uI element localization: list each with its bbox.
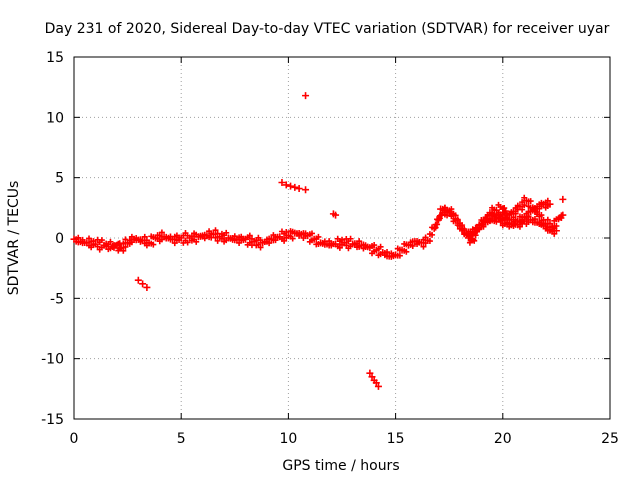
data-point (372, 379, 380, 387)
data-point (287, 182, 295, 190)
data-point (143, 283, 151, 291)
data-point (527, 198, 534, 205)
data-point (308, 230, 315, 237)
data-point (546, 200, 554, 208)
data-point (552, 227, 560, 235)
data-point (559, 211, 567, 219)
data-point (377, 243, 384, 250)
x-tick-label: 0 (70, 431, 79, 447)
data-point (538, 212, 545, 219)
data-point (289, 235, 296, 242)
data-point (371, 242, 378, 249)
data-point (134, 276, 142, 284)
data-points (70, 92, 567, 390)
data-point (502, 207, 509, 214)
data-point (193, 238, 200, 245)
data-point (471, 237, 478, 244)
data-point (315, 233, 322, 240)
data-point (454, 217, 461, 224)
data-point (461, 226, 468, 233)
y-tick-labels: -15 -10 -5 0 5 10 15 (41, 50, 64, 428)
data-point (107, 238, 114, 245)
x-axis-title: GPS time / hours (282, 458, 399, 474)
data-point (302, 92, 310, 100)
data-point (278, 178, 286, 186)
data-point (368, 373, 376, 381)
data-point (223, 229, 230, 236)
data-point (544, 216, 551, 223)
data-point (209, 230, 217, 238)
x-tick-label: 10 (279, 431, 297, 447)
data-point (291, 183, 299, 191)
data-point (426, 238, 433, 245)
data-point (295, 185, 303, 193)
data-point (283, 228, 290, 235)
data-point (122, 243, 129, 250)
data-point (212, 227, 219, 234)
data-point (281, 237, 288, 244)
data-point (559, 195, 567, 203)
y-tick-label: 5 (55, 171, 64, 187)
data-point (403, 248, 410, 255)
data-point (212, 234, 219, 241)
y-tick-label: -10 (41, 352, 64, 368)
data-point (347, 235, 354, 242)
y-tick-label: 10 (46, 110, 64, 126)
x-tick-label: 5 (177, 431, 186, 447)
data-point (214, 237, 221, 244)
data-point (158, 229, 165, 236)
data-point (343, 242, 350, 249)
data-point (86, 235, 93, 242)
data-point (120, 240, 127, 247)
data-point (519, 206, 526, 213)
data-point (150, 241, 157, 248)
data-point (141, 233, 148, 240)
y-tick-label: 15 (46, 50, 64, 66)
data-point (356, 238, 363, 245)
data-point (420, 243, 427, 250)
x-tick-label: 20 (494, 431, 512, 447)
data-point (257, 244, 264, 251)
data-point (429, 231, 436, 238)
y-axis-title: SDTVAR / TECUs (6, 181, 22, 296)
x-tick-labels: 0 5 10 15 20 25 (70, 431, 619, 447)
x-tick-label: 15 (387, 431, 405, 447)
data-point (512, 210, 519, 217)
data-point (396, 252, 403, 259)
x-tick-label: 25 (601, 431, 619, 447)
data-point (98, 237, 105, 244)
data-point (282, 181, 290, 189)
data-point (521, 202, 528, 209)
data-point (436, 215, 443, 222)
data-point (302, 186, 310, 194)
y-tick-label: -5 (50, 291, 64, 307)
y-tick-label: 0 (55, 231, 64, 247)
data-point (374, 382, 382, 390)
data-point (246, 232, 253, 239)
data-point (332, 211, 340, 219)
data-point (156, 232, 163, 239)
chart-title: Day 231 of 2020, Sidereal Day-to-day VTE… (45, 21, 610, 37)
y-tick-label: -15 (41, 412, 64, 428)
data-point (139, 280, 147, 288)
data-point (434, 221, 441, 228)
data-point (366, 369, 374, 377)
data-point (255, 241, 262, 248)
data-point (120, 247, 127, 254)
data-point (184, 239, 191, 246)
